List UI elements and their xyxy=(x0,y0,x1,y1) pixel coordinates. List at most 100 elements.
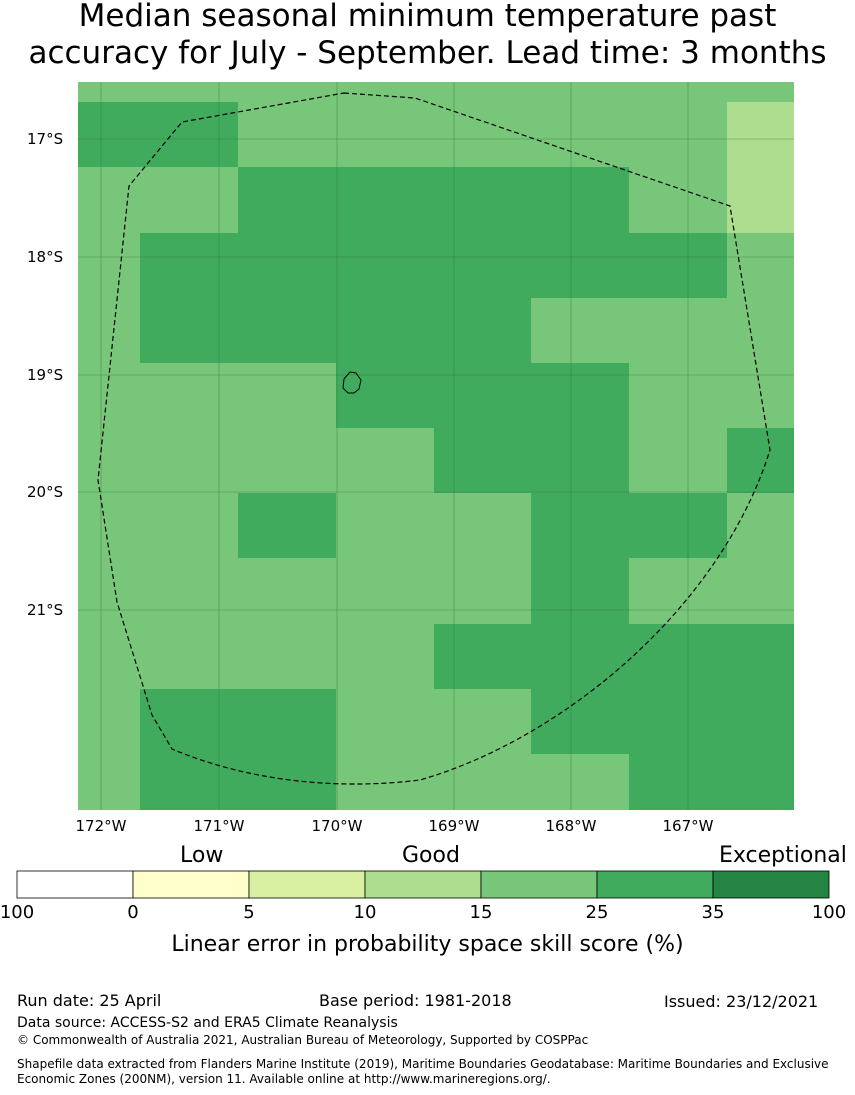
colorbar-label-good: Good xyxy=(402,843,460,868)
colorbar-segment xyxy=(132,870,250,899)
eez-boundary xyxy=(97,92,771,785)
skill-cell xyxy=(140,754,238,810)
skill-cell xyxy=(238,233,336,298)
skill-cell xyxy=(336,102,434,167)
map-title-line-1: Median seasonal minimum temperature past xyxy=(78,0,777,34)
skill-cell xyxy=(434,558,531,624)
skill-cell xyxy=(629,363,727,428)
skill-cell xyxy=(531,82,629,102)
skill-cell xyxy=(336,363,434,428)
skill-cell xyxy=(434,298,531,363)
longitude-tick-label: 169°W xyxy=(428,817,480,835)
skill-cell xyxy=(629,754,727,810)
skill-cell xyxy=(78,428,140,493)
skill-cell xyxy=(238,298,336,363)
skill-cell xyxy=(629,298,727,363)
skill-cell xyxy=(238,754,336,810)
skill-cell xyxy=(336,428,434,493)
longitude-tick-label: 172°W xyxy=(75,817,127,835)
skill-cell xyxy=(78,689,140,754)
skill-cell xyxy=(531,493,629,558)
skill-cell xyxy=(78,363,140,428)
issued-date: Issued: 23/12/2021 xyxy=(664,992,819,1011)
skill-cell xyxy=(629,558,727,624)
skill-cell xyxy=(336,167,434,233)
colorbar-segment xyxy=(364,870,482,899)
colorbar-axis-label: Linear error in probability space skill … xyxy=(171,932,684,957)
skill-cell xyxy=(336,298,434,363)
skill-cell xyxy=(238,493,336,558)
skill-cell xyxy=(78,298,140,363)
colorbar-segment xyxy=(248,870,366,899)
skill-cell xyxy=(140,689,238,754)
skill-cell xyxy=(140,428,238,493)
skill-cell xyxy=(531,167,629,233)
skill-cell xyxy=(727,82,794,102)
skill-cell xyxy=(78,102,238,167)
shapefile-credit-line-1: Shapefile data extracted from Flanders M… xyxy=(17,1057,829,1071)
latitude-tick-label: 19°S xyxy=(27,366,64,384)
run-date: Run date: 25 April xyxy=(17,991,162,1010)
skill-cell xyxy=(78,493,140,558)
skill-cell xyxy=(336,233,434,298)
skill-cell xyxy=(727,754,794,810)
skill-cell xyxy=(140,167,238,233)
copyright: © Commonwealth of Australia 2021, Austra… xyxy=(17,1033,589,1047)
skill-cell xyxy=(78,233,140,298)
skill-cell xyxy=(727,233,794,298)
skill-cell xyxy=(78,624,140,689)
skill-cell xyxy=(629,102,727,167)
colorbar-segment xyxy=(480,870,598,899)
skill-cell xyxy=(238,689,336,754)
skill-cell xyxy=(238,428,336,493)
skill-cell xyxy=(531,754,629,810)
skill-cell xyxy=(78,558,140,624)
colorbar-segment xyxy=(596,870,714,899)
latitude-tick-label: 18°S xyxy=(27,248,64,266)
skill-cell xyxy=(434,754,531,810)
colorbar-tick-label: 10 xyxy=(353,902,377,923)
skill-cell xyxy=(531,233,629,298)
skill-cell xyxy=(434,624,531,689)
skill-cell xyxy=(140,363,238,428)
longitude-tick-label: 167°W xyxy=(662,817,714,835)
colorbar-segment xyxy=(712,870,830,899)
skill-cell xyxy=(531,428,629,493)
skill-cell xyxy=(434,428,531,493)
skill-cell xyxy=(629,428,727,493)
skill-cell xyxy=(531,102,629,167)
skill-cell xyxy=(727,298,794,363)
skill-cell xyxy=(336,689,434,754)
skill-cell xyxy=(238,102,336,167)
skill-cell xyxy=(238,624,336,689)
skill-cell xyxy=(727,558,794,624)
longitude-tick-label: 168°W xyxy=(545,817,597,835)
skill-cell xyxy=(727,493,794,558)
skill-cell xyxy=(434,167,531,233)
skill-cell xyxy=(336,493,434,558)
skill-cell xyxy=(336,558,434,624)
data-source: Data source: ACCESS-S2 and ERA5 Climate … xyxy=(17,1015,398,1031)
longitude-tick-label: 171°W xyxy=(193,817,245,835)
shapefile-credit-line-2: Economic Zones (200NM), version 11. Avai… xyxy=(17,1072,551,1086)
skill-cell xyxy=(434,363,531,428)
skill-cell xyxy=(727,624,794,689)
skill-cell xyxy=(629,689,727,754)
skill-cell xyxy=(140,558,238,624)
skill-cell xyxy=(140,298,238,363)
longitude-tick-label: 170°W xyxy=(311,817,363,835)
skill-cell xyxy=(727,167,794,233)
skill-grid-cells xyxy=(78,82,794,810)
colorbar-tick-label: 5 xyxy=(243,902,255,923)
skill-cell xyxy=(531,298,629,363)
colorbar-label-exceptional: Exceptional xyxy=(719,843,847,868)
skill-cell xyxy=(78,167,140,233)
colorbar-tick-label: 0 xyxy=(127,902,139,923)
skill-cell xyxy=(140,493,238,558)
colorbar-label-low: Low xyxy=(180,843,224,868)
colorbar-tick-label: 35 xyxy=(701,902,725,923)
map-gridlines xyxy=(78,82,794,810)
colorbar-tick-label: 25 xyxy=(585,902,609,923)
skill-cell xyxy=(531,689,629,754)
